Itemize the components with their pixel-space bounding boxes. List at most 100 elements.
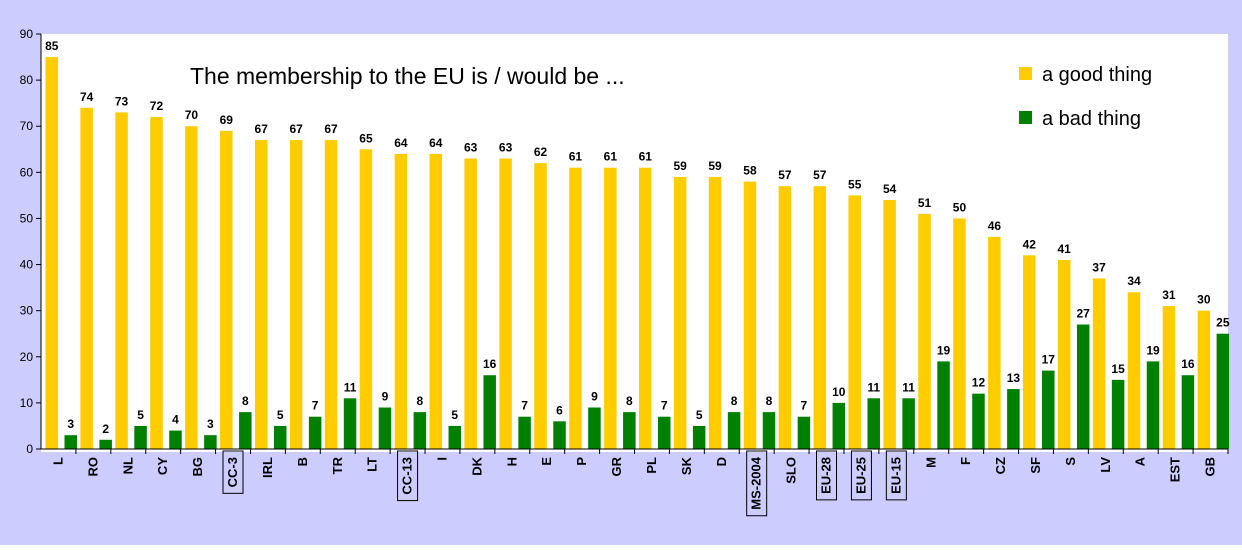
category-labels-layer: L RO NL CY BG CC-3 IRL B TR LT CC-13 I DK H E P GR PL SK D M… bbox=[50, 450, 1218, 517]
category-label: BG bbox=[190, 457, 205, 477]
category-EU-15: EU-15 bbox=[885, 450, 907, 501]
bar-good-SK bbox=[673, 176, 687, 449]
bar-good-DK bbox=[464, 158, 477, 449]
category-label: GB bbox=[1203, 457, 1218, 477]
bar-bad-F bbox=[972, 393, 985, 449]
y-tick-label-50: 50 bbox=[20, 211, 34, 225]
bar-good-RO bbox=[80, 107, 93, 449]
category-LV: LV bbox=[1098, 457, 1113, 473]
category-IRL: IRL bbox=[260, 457, 275, 478]
category-box bbox=[746, 450, 768, 517]
value-label-good-SLO: 57 bbox=[778, 168, 792, 182]
bar-bad-EU-15 bbox=[902, 398, 915, 449]
category-BG: BG bbox=[190, 457, 205, 477]
value-label-bad-L: 3 bbox=[67, 417, 74, 431]
bar-bad-DK bbox=[483, 375, 496, 449]
value-label-bad-IRL: 5 bbox=[277, 408, 284, 422]
y-tick-label-80: 80 bbox=[20, 73, 34, 87]
value-label-good-DK: 63 bbox=[464, 141, 478, 155]
category-label: CZ bbox=[993, 457, 1008, 474]
category-label: SF bbox=[1028, 457, 1043, 474]
value-label-bad-EU-28: 10 bbox=[832, 385, 846, 399]
category-label: B bbox=[295, 457, 310, 466]
bar-good-M bbox=[918, 213, 931, 449]
bar-bad-E bbox=[553, 421, 566, 449]
legend-label-bad: a bad thing bbox=[1042, 108, 1141, 130]
bar-bad-CY bbox=[169, 430, 182, 449]
bar-bad-I bbox=[448, 425, 462, 449]
category-box bbox=[397, 450, 419, 502]
value-label-bad-TR: 11 bbox=[344, 380, 357, 394]
category-S: S bbox=[1063, 457, 1078, 466]
bar-good-D bbox=[708, 176, 722, 449]
category-label: SK bbox=[679, 456, 694, 475]
value-label-bad-GR: 8 bbox=[626, 394, 633, 408]
value-label-good-F: 50 bbox=[953, 200, 967, 214]
bar-good-L bbox=[45, 57, 58, 450]
legend-swatch-bad bbox=[1019, 111, 1032, 124]
category-CC-13: CC-13 bbox=[397, 450, 419, 502]
category-EU-28: EU-28 bbox=[816, 450, 838, 501]
category-EU-25: EU-25 bbox=[850, 450, 872, 501]
category-E: E bbox=[539, 457, 554, 466]
category-LT: LT bbox=[365, 457, 380, 472]
y-tick-label-70: 70 bbox=[20, 119, 34, 133]
bar-good-LV bbox=[1092, 278, 1106, 449]
category-label: L bbox=[50, 457, 65, 465]
value-label-bad-EU-25: 11 bbox=[867, 380, 880, 394]
category-DK: DK bbox=[469, 456, 484, 475]
bar-bad-EST bbox=[1181, 375, 1195, 449]
value-label-bad-SK: 5 bbox=[696, 408, 703, 422]
value-label-bad-P: 9 bbox=[591, 390, 598, 404]
value-label-good-E: 62 bbox=[534, 145, 548, 159]
category-box bbox=[885, 450, 907, 501]
value-label-good-LV: 37 bbox=[1092, 260, 1106, 274]
value-label-bad-CC-3: 8 bbox=[242, 394, 249, 408]
bar-good-GR bbox=[604, 167, 617, 449]
bar-good-LT bbox=[359, 149, 373, 449]
bar-good-NL bbox=[115, 112, 128, 449]
category-A: A bbox=[1133, 456, 1148, 466]
bar-bad-A bbox=[1146, 361, 1160, 449]
value-label-good-CC-13: 64 bbox=[394, 136, 408, 150]
category-label: GR bbox=[609, 456, 624, 476]
value-label-good-A: 34 bbox=[1127, 274, 1141, 288]
bar-good-IRL bbox=[254, 140, 268, 449]
bar-good-CC-3 bbox=[220, 130, 233, 449]
value-label-bad-D: 8 bbox=[731, 394, 738, 408]
bar-bad-CC-13 bbox=[413, 412, 427, 449]
bar-bad-S bbox=[1076, 324, 1090, 449]
category-CC-3: CC-3 bbox=[222, 450, 244, 494]
value-label-good-I: 64 bbox=[429, 136, 443, 150]
value-label-bad-E: 6 bbox=[556, 403, 563, 417]
category-P: P bbox=[574, 457, 589, 466]
category-CY: CY bbox=[155, 457, 170, 475]
bar-bad-EU-28 bbox=[832, 402, 846, 449]
value-label-good-CC-3: 69 bbox=[220, 113, 234, 127]
bar-good-MS-2004 bbox=[743, 181, 757, 449]
category-label: I bbox=[434, 457, 449, 461]
bar-good-SLO bbox=[778, 186, 792, 450]
category-label: PL bbox=[644, 457, 659, 474]
bar-bad-CZ bbox=[1007, 389, 1020, 449]
bar-good-EST bbox=[1162, 306, 1176, 449]
value-label-bad-LT: 9 bbox=[382, 390, 389, 404]
category-label: E bbox=[539, 457, 554, 466]
value-label-good-SF: 42 bbox=[1023, 237, 1037, 251]
chart-title: The membership to the EU is / would be .… bbox=[190, 63, 625, 89]
y-tick-label-10: 10 bbox=[20, 396, 34, 410]
category-label: CY bbox=[155, 457, 170, 475]
value-label-bad-DK: 16 bbox=[483, 357, 497, 371]
value-label-good-P: 61 bbox=[569, 150, 583, 164]
bar-good-PL bbox=[639, 167, 652, 449]
bar-bad-GB bbox=[1216, 333, 1230, 449]
category-label: CC-3 bbox=[225, 457, 240, 487]
value-label-bad-CC-13: 8 bbox=[417, 394, 424, 408]
category-NL: NL bbox=[120, 457, 135, 474]
bar-good-CZ bbox=[988, 236, 1001, 449]
value-label-good-BG: 70 bbox=[185, 108, 199, 122]
category-label: LT bbox=[365, 457, 380, 472]
category-L: L bbox=[50, 457, 65, 465]
category-SLO: SLO bbox=[784, 457, 799, 484]
legend-label-good: a good thing bbox=[1042, 64, 1152, 86]
